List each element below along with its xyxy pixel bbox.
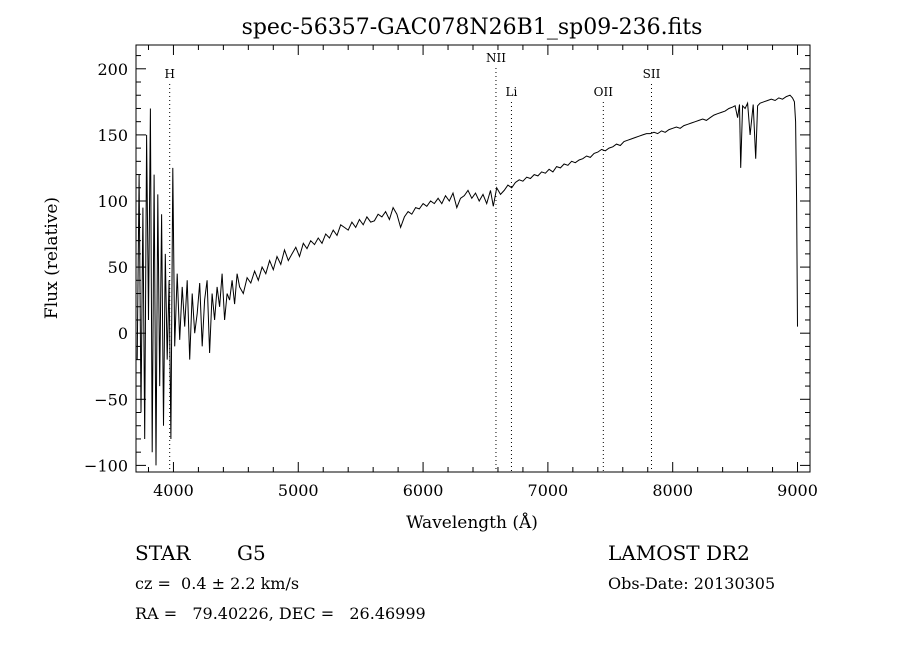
- x-tick-label: 9000: [777, 481, 818, 500]
- y-tick-label: 50: [108, 258, 128, 277]
- x-tick-label: 8000: [652, 481, 693, 500]
- x-axis-label: Wavelength (Å): [406, 512, 538, 533]
- series-spectrum-line: [136, 94, 798, 466]
- x-tick-label: 7000: [528, 481, 569, 500]
- object-class: STAR: [135, 541, 191, 565]
- y-tick-label: 100: [97, 192, 128, 211]
- y-tick-label: −100: [84, 456, 128, 475]
- line-marker-label: SII: [643, 67, 661, 81]
- x-tick-label: 5000: [278, 481, 319, 500]
- x-tick-label: 6000: [403, 481, 444, 500]
- y-axis: −100 −50 0 50 100 150 200: [84, 55, 810, 475]
- y-tick-label: −50: [94, 390, 128, 409]
- line-marker-label: OII: [594, 85, 614, 99]
- x-tick-label: 4000: [153, 481, 194, 500]
- redshift-text: cz = 0.4 ± 2.2 km/s: [135, 574, 300, 593]
- line-marker-label: Li: [506, 85, 518, 99]
- y-tick-label: 0: [118, 324, 128, 343]
- y-axis-label: Flux (relative): [42, 197, 62, 319]
- object-subclass: G5: [237, 541, 266, 565]
- survey-name: LAMOST DR2: [608, 541, 750, 565]
- spectral-line-markers: H NII Li OII SII: [164, 51, 661, 472]
- plot-frame: [135, 44, 811, 473]
- line-marker-label: H: [164, 67, 174, 81]
- chart-title: spec-56357-GAC078N26B1_sp09-236.fits: [242, 15, 703, 40]
- obs-date-text: Obs-Date: 20130305: [608, 574, 776, 593]
- x-axis: 4000 5000 6000 7000 8000 9000: [147, 45, 818, 500]
- y-tick-label: 150: [97, 126, 128, 145]
- line-marker-label: NII: [486, 51, 506, 65]
- coordinates-text: RA = 79.40226, DEC = 26.46999: [135, 604, 426, 623]
- y-tick-label: 200: [97, 60, 128, 79]
